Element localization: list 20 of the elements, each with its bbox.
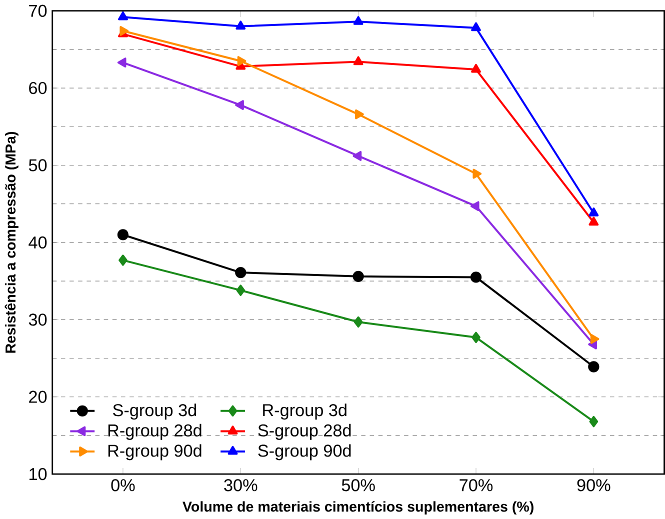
x-axis-title: Volume de materiais cimentícios suplementares (%) xyxy=(182,500,534,514)
y-tick-label: 60 xyxy=(29,82,47,94)
y-tick-label: 10 xyxy=(30,468,47,480)
y-tick-label: 30 xyxy=(28,313,47,326)
y-tick-label: 50 xyxy=(28,159,47,172)
x-tick-label: 90% xyxy=(577,478,610,492)
y-tick-label: 40 xyxy=(28,236,47,248)
legend-label: R-group 90d xyxy=(108,444,202,460)
legend-label: S-group 28d xyxy=(258,424,351,440)
x-tick-label: 30% xyxy=(224,478,258,492)
y-axis-title: Resistência a compressão (MPa) xyxy=(4,132,18,353)
x-tick-label: 50% xyxy=(342,478,375,492)
x-tick-label: 0% xyxy=(111,478,135,492)
y-tick-label: 20 xyxy=(29,390,47,403)
y-tick-label: 70 xyxy=(29,4,47,17)
legend-label: R-group 28d xyxy=(108,424,202,440)
legend-label: S-group 90d xyxy=(258,444,351,460)
x-tick-label: 70% xyxy=(460,478,493,492)
legend-label: S-group 3d xyxy=(113,403,196,420)
legend-label: R-group 3d xyxy=(263,403,346,420)
